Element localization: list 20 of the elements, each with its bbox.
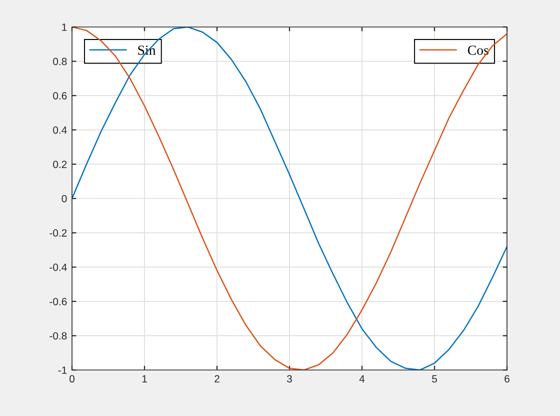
legend-label: Cos [468,46,488,55]
x-tick-label: 1 [142,375,147,382]
y-tick-label: 1 [62,24,67,31]
y-tick-label: 0.4 [53,126,67,134]
y-tick-label: -0.6 [50,298,67,306]
x-tick-label: 5 [432,375,437,383]
y-tick-label: -1 [58,366,67,374]
line-series [72,27,507,370]
x-tick-label: 6 [504,375,510,383]
x-tick-label: 2 [214,375,220,382]
x-tick-label: 0 [70,375,74,383]
y-tick-label: -0.2 [50,229,67,237]
x-tick-label: 3 [287,375,292,383]
y-tick-label: 0.6 [53,92,67,100]
x-tick-label: 4 [359,375,365,382]
y-tick-label: -0.8 [50,332,67,340]
y-tick-label: 0 [62,195,67,202]
y-tick-label: 0.8 [53,58,67,66]
y-tick-label: 0.2 [53,160,67,168]
y-tick-label: -0.4 [50,264,67,271]
